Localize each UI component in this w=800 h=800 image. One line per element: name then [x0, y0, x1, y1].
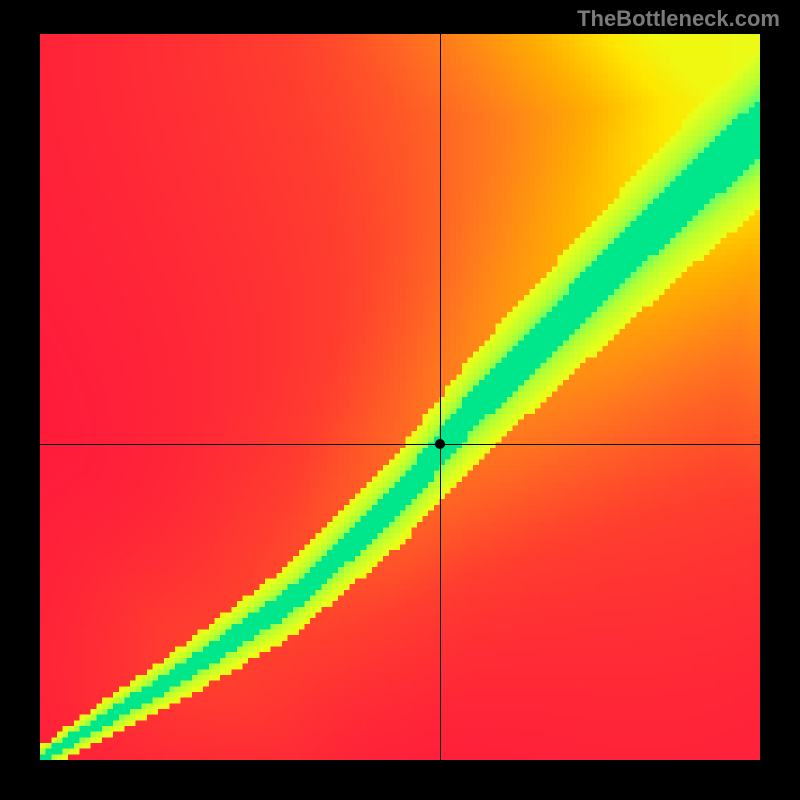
watermark-text: TheBottleneck.com [577, 6, 780, 32]
heatmap-canvas [40, 34, 760, 760]
crosshair-horizontal [40, 444, 760, 445]
heatmap-chart [40, 34, 760, 760]
crosshair-vertical [440, 34, 441, 760]
crosshair-marker [435, 439, 445, 449]
